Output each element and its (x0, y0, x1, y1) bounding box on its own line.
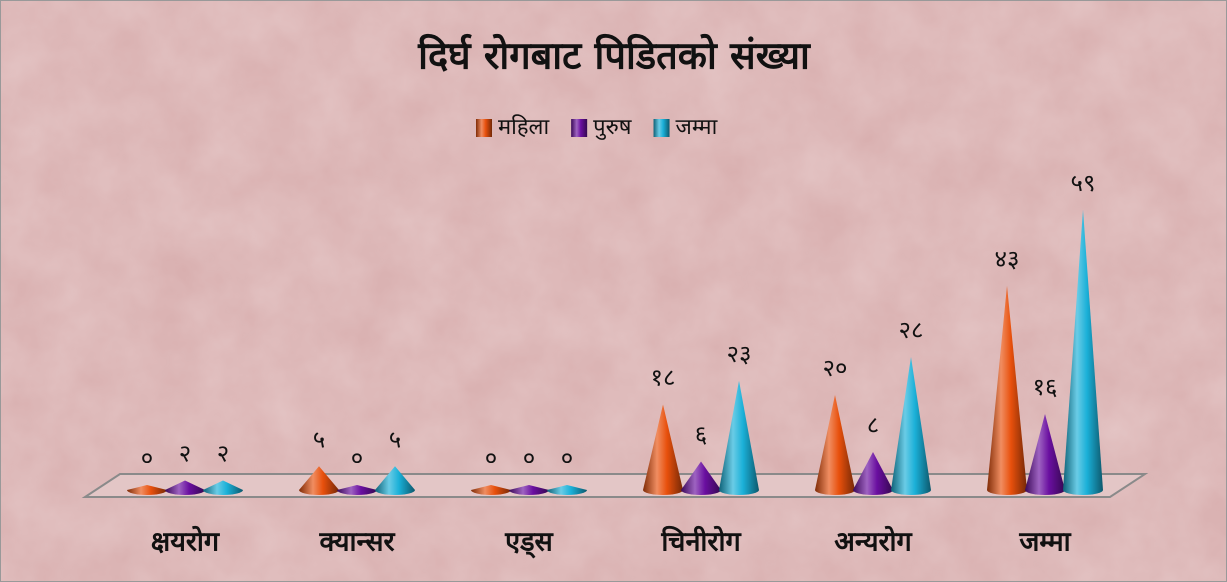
data-label: २ (179, 440, 191, 468)
cone (891, 357, 931, 495)
data-label: १८ (651, 364, 676, 392)
cone (853, 452, 893, 495)
cone (719, 380, 759, 495)
x-tick-label: चिनीरोग (660, 526, 742, 558)
data-label: ५ (313, 425, 325, 453)
cone (127, 485, 167, 495)
cone (1025, 414, 1065, 495)
data-label: ० (523, 444, 535, 472)
legend-swatch (571, 119, 588, 137)
data-label: २ (217, 440, 229, 468)
data-label: ० (351, 444, 363, 472)
x-tick-label: क्यान्सर (318, 527, 395, 558)
cone (681, 461, 721, 495)
cone (471, 485, 511, 495)
data-label: ० (561, 444, 573, 472)
cone (337, 485, 377, 495)
data-label: १६ (1033, 373, 1058, 401)
cone (299, 466, 339, 495)
data-label: २८ (899, 316, 924, 344)
x-tick-label: क्षयरोग (151, 526, 221, 558)
legend-label: पुरुष (593, 115, 633, 140)
chart-title: दिर्घ रोगबाट पिडितको संख्या (417, 34, 811, 78)
legend-label: महिला (498, 114, 549, 140)
cone (1063, 209, 1103, 495)
data-label: ५९ (1071, 169, 1096, 197)
data-label: २० (823, 354, 848, 382)
cone (203, 480, 243, 495)
cone (815, 395, 855, 495)
data-label: ८ (867, 411, 879, 439)
cone (375, 466, 415, 495)
data-label: ५ (389, 425, 401, 453)
floor (81, 473, 1149, 498)
cone (165, 480, 205, 495)
x-tick-label: एड्स (504, 527, 554, 559)
legend-label: जम्मा (676, 115, 718, 140)
data-label: २३ (727, 340, 752, 368)
cone (643, 404, 683, 495)
legend-swatch (653, 119, 670, 137)
data-label: ४३ (995, 245, 1020, 273)
data-label: ६ (695, 421, 707, 449)
x-tick-label: जम्मा (1018, 527, 1071, 558)
legend-swatch (476, 119, 492, 137)
cone (547, 485, 587, 495)
data-label: ० (141, 444, 153, 472)
cone (509, 485, 549, 495)
x-tick-label: अन्यरोग (834, 526, 913, 558)
cone (987, 285, 1027, 495)
data-label: ० (485, 444, 497, 472)
